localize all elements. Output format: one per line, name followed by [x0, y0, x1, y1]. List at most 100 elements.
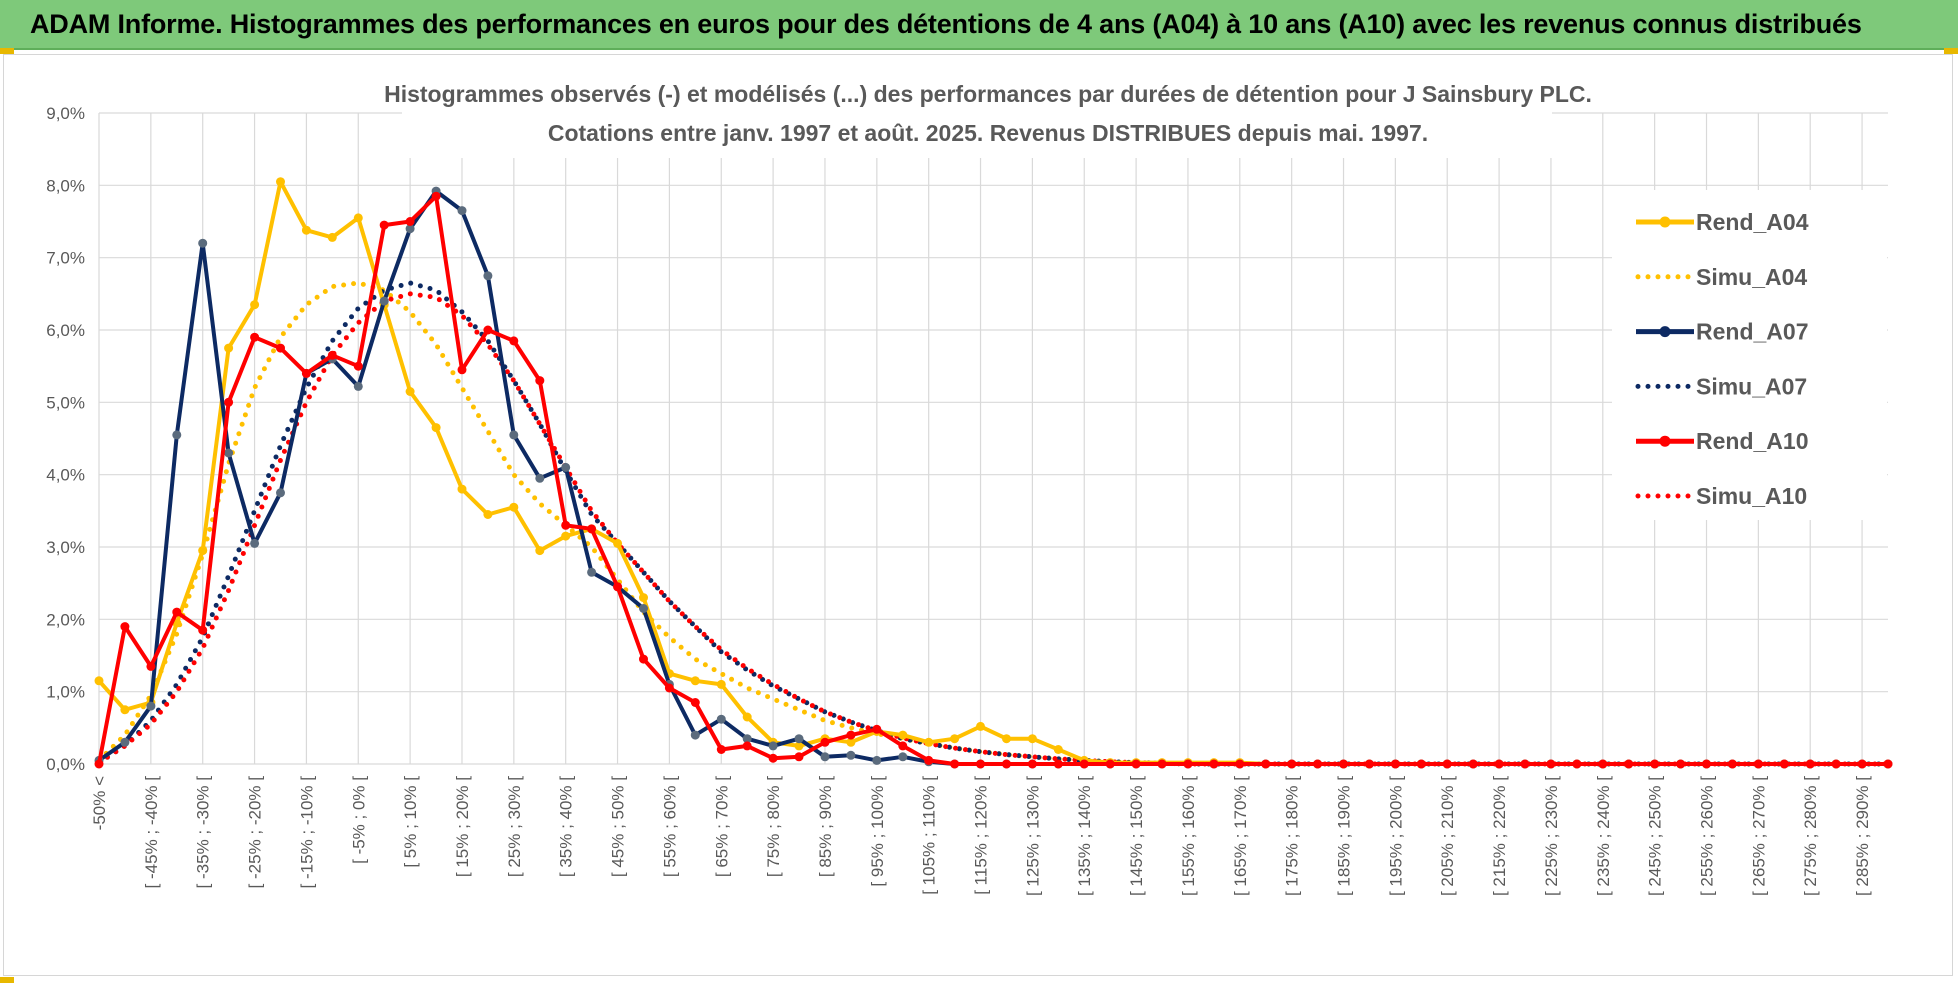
data-point	[1727, 759, 1737, 769]
data-point	[301, 225, 311, 235]
data-point	[457, 206, 467, 216]
x-tick-label: [ 35% ; 40% [	[557, 776, 576, 877]
data-point	[379, 220, 389, 230]
y-tick-label: 2,0%	[46, 610, 85, 629]
corner-mark-bottom-left	[0, 977, 14, 983]
x-tick-label: [ -25% ; -20% [	[246, 776, 265, 889]
data-point	[1442, 759, 1452, 769]
data-point	[1364, 759, 1374, 769]
data-point	[483, 271, 493, 281]
y-tick-label: 6,0%	[46, 321, 85, 340]
data-point	[898, 741, 908, 751]
data-point	[120, 737, 130, 747]
data-point	[1831, 759, 1841, 769]
data-point	[742, 741, 752, 751]
data-point	[120, 705, 130, 715]
data-point	[535, 546, 545, 556]
data-point	[794, 734, 804, 744]
data-point	[794, 741, 804, 751]
data-point	[276, 488, 285, 498]
y-axis-ticks: 0,0% 1,0% 2,0% 3,0% 4,0% 5,0% 6,0% 7,0% 8,0% 9,0%	[46, 104, 85, 774]
page-title: ADAM Informe. Histogrammes des performan…	[30, 9, 1862, 39]
data-point	[483, 510, 493, 519]
y-tick-label: 7,0%	[46, 249, 85, 268]
legend-label: Rend_A10	[1696, 428, 1808, 454]
data-point	[353, 381, 363, 391]
series-line	[97, 194, 1888, 766]
data-point	[405, 387, 415, 396]
data-point	[716, 714, 726, 724]
legend-item-simu-a07: Simu_A07	[1635, 373, 1807, 399]
x-tick-label: [ 135% ; 140% [	[1075, 776, 1094, 896]
header-bar: ADAM Informe. Histogrammes des performan…	[0, 0, 1958, 50]
data-point	[742, 734, 752, 744]
x-tick-label: [ 265% ; 270% [	[1749, 776, 1768, 896]
x-tick-label: [ 205% ; 210% [	[1438, 776, 1457, 896]
data-point	[613, 582, 623, 592]
data-point	[898, 752, 908, 762]
x-tick-label: [ 75% ; 80% [	[764, 776, 783, 877]
data-point	[327, 232, 337, 242]
data-point	[768, 741, 778, 751]
data-point	[820, 737, 830, 747]
legend-item-rend-a10: Rend_A10	[1636, 428, 1808, 454]
data-point	[1027, 734, 1037, 744]
data-point	[94, 676, 104, 686]
data-point	[198, 546, 208, 556]
data-point	[224, 397, 234, 407]
title-background	[402, 76, 1552, 158]
data-point	[457, 484, 467, 494]
x-tick-label: [ 215% ; 220% [	[1490, 776, 1509, 896]
x-tick-label: [ -15% ; -10% [	[297, 776, 316, 889]
data-point	[405, 217, 415, 226]
data-point	[198, 238, 208, 248]
data-point	[1053, 745, 1063, 754]
legend-item-rend-a07: Rend_A07	[1636, 319, 1808, 345]
legend-item-rend-a04: Rend_A04	[1636, 209, 1809, 235]
data-point	[1572, 759, 1582, 769]
x-tick-label: [ 85% ; 90% [	[816, 776, 835, 877]
data-point	[820, 752, 830, 762]
data-point	[276, 343, 285, 353]
data-point	[431, 423, 441, 433]
series-rend-a10	[94, 191, 1893, 769]
data-point	[172, 430, 182, 440]
x-tick-label: [ 185% ; 190% [	[1335, 776, 1354, 896]
data-point	[1416, 759, 1426, 769]
data-point	[1105, 759, 1115, 769]
legend-label: Simu_A04	[1696, 264, 1807, 290]
data-point	[353, 213, 363, 223]
data-point	[250, 300, 260, 310]
data-point	[1546, 759, 1556, 769]
data-point	[1676, 759, 1686, 769]
x-tick-label: [ 195% ; 200% [	[1386, 776, 1405, 896]
data-point	[276, 177, 285, 187]
data-point	[639, 604, 648, 613]
data-point	[1339, 759, 1348, 769]
data-point	[1261, 759, 1271, 769]
legend-label: Rend_A07	[1696, 319, 1808, 345]
x-tick-label: [ 285% ; 290% [	[1853, 776, 1872, 896]
data-point	[794, 752, 804, 762]
data-point	[846, 750, 856, 760]
data-point	[1027, 759, 1037, 769]
data-point	[742, 712, 752, 722]
data-point	[1624, 759, 1634, 769]
data-point	[976, 721, 985, 731]
x-tick-label: [ 275% ; 280% [	[1801, 776, 1820, 896]
data-point	[561, 520, 571, 530]
y-tick-label: 8,0%	[46, 176, 85, 195]
x-tick-label: [ 145% ; 150% [	[1127, 776, 1146, 896]
data-point	[716, 679, 726, 689]
x-tick-label: [ 115% ; 120% [	[972, 776, 991, 895]
x-tick-label: [ 95% ; 100% [	[868, 776, 887, 887]
data-point	[768, 753, 778, 763]
y-tick-label: 3,0%	[46, 538, 85, 557]
data-point	[613, 538, 623, 548]
x-tick-label: [ 125% ; 130% [	[1023, 776, 1042, 896]
data-point	[976, 759, 985, 769]
data-point	[587, 567, 597, 577]
corner-mark-left	[0, 48, 14, 54]
legend-label: Simu_A07	[1696, 373, 1807, 399]
